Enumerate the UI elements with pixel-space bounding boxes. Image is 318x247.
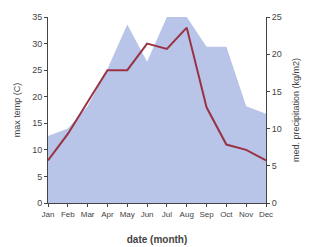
svg-text:Nov: Nov bbox=[239, 210, 253, 219]
svg-text:Jan: Jan bbox=[42, 210, 55, 219]
svg-text:May: May bbox=[120, 210, 135, 219]
svg-text:15: 15 bbox=[272, 87, 282, 97]
svg-text:Jun: Jun bbox=[141, 210, 154, 219]
svg-text:Feb: Feb bbox=[61, 210, 75, 219]
svg-text:med. precipitation (kg/m2): med. precipitation (kg/m2) bbox=[291, 58, 301, 162]
svg-text:Jul: Jul bbox=[162, 210, 172, 219]
svg-text:Mar: Mar bbox=[81, 210, 95, 219]
svg-text:date (month): date (month) bbox=[127, 234, 188, 245]
svg-text:0: 0 bbox=[272, 198, 277, 208]
svg-text:10: 10 bbox=[272, 124, 282, 134]
svg-text:Aug: Aug bbox=[180, 210, 194, 219]
svg-text:10: 10 bbox=[32, 145, 42, 155]
svg-text:5: 5 bbox=[37, 172, 42, 182]
svg-text:25: 25 bbox=[272, 12, 282, 22]
svg-text:25: 25 bbox=[32, 65, 42, 75]
svg-text:35: 35 bbox=[32, 12, 42, 22]
svg-text:5: 5 bbox=[272, 161, 277, 171]
svg-text:Sep: Sep bbox=[199, 210, 214, 219]
svg-text:Oct: Oct bbox=[220, 210, 233, 219]
svg-text:Dec: Dec bbox=[259, 210, 273, 219]
svg-text:15: 15 bbox=[32, 118, 42, 128]
svg-text:20: 20 bbox=[32, 92, 42, 102]
svg-text:30: 30 bbox=[32, 39, 42, 49]
svg-text:20: 20 bbox=[272, 49, 282, 59]
svg-text:0: 0 bbox=[37, 198, 42, 208]
svg-text:max temp (C): max temp (C) bbox=[12, 83, 22, 138]
svg-text:Apr: Apr bbox=[101, 210, 114, 219]
